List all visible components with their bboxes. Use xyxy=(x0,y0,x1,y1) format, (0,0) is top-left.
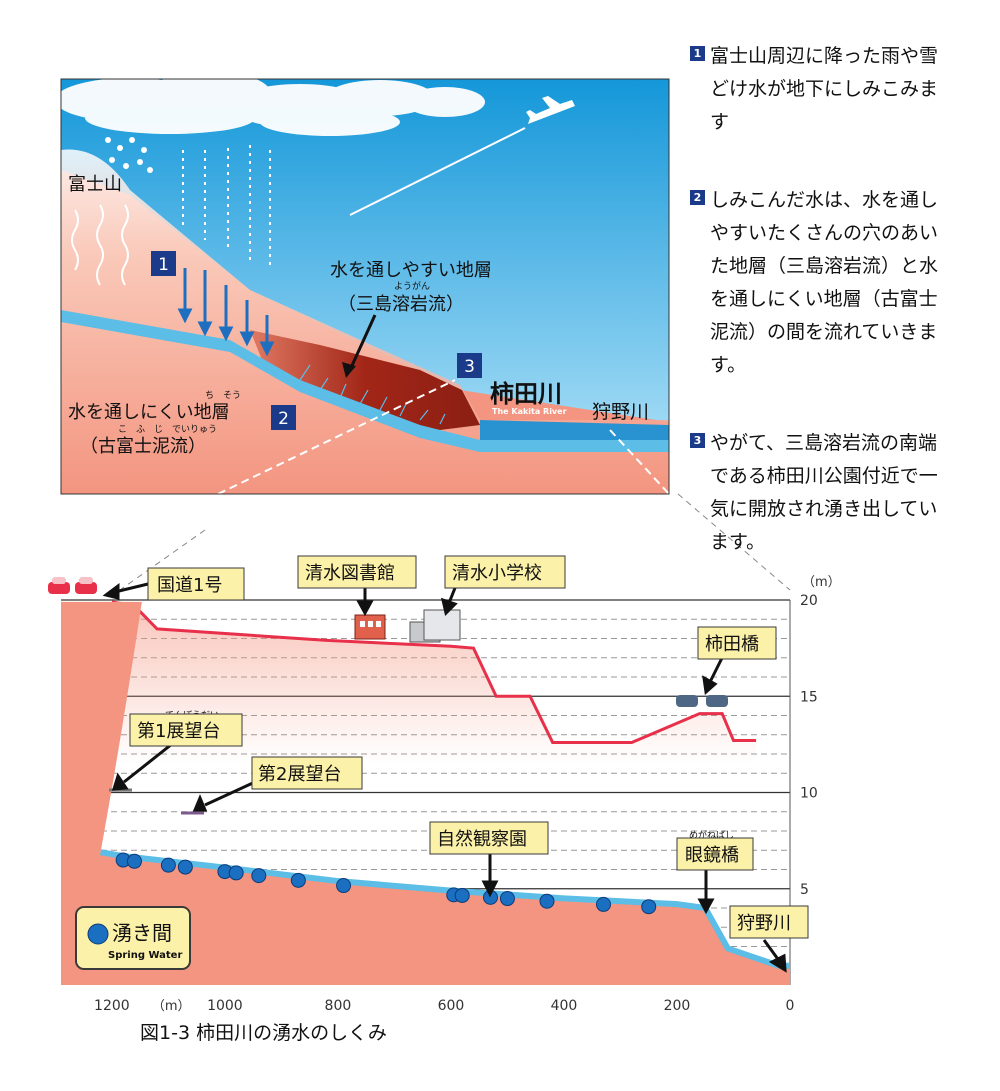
note-number: 3 xyxy=(690,433,705,448)
legend-jp: 湧き間 xyxy=(112,921,172,945)
y-tick-label: 20 xyxy=(800,593,818,609)
label-obs1: 第1展望台 xyxy=(137,721,220,742)
x-tick-label: 1000 xyxy=(207,998,243,1014)
note-number: 2 xyxy=(690,190,705,205)
spring-marker xyxy=(290,872,306,888)
label-library: 清水図書館 xyxy=(305,563,395,584)
note-1: 1 富士山周辺に降った雨や雪どけ水が地下にしみこみます xyxy=(690,40,980,139)
library-building-icon xyxy=(354,614,386,640)
ground-surface xyxy=(111,600,757,764)
note-3: 3 やがて、三島溶岩流の南端である柿田川公園付近で一気に開放され湧き出しています… xyxy=(690,427,980,559)
note-number: 1 xyxy=(690,46,705,61)
label-kano: 狩野川 xyxy=(737,913,791,934)
label-obs2: 第2展望台 xyxy=(258,764,341,785)
spring-marker xyxy=(539,893,555,909)
label-park: 自然観察園 xyxy=(437,829,527,850)
car-icons-route1 xyxy=(48,577,97,594)
x-tick-label: 600 xyxy=(438,998,465,1014)
car-icons-bridge xyxy=(676,695,728,707)
x-unit-label: （m） xyxy=(152,999,191,1014)
spring-marker xyxy=(499,891,515,907)
note-2: 2 しみこんだ水は、水を通しやすいたくさんの穴のあいた地層（三島溶岩流）と水を通… xyxy=(690,184,980,382)
x-tick-label: 0 xyxy=(786,998,795,1014)
spring-marker xyxy=(596,896,612,912)
surface-line xyxy=(111,600,757,744)
note-text: しみこんだ水は、水を通しやすいたくさんの穴のあいた地層（三島溶岩流）と水を通しに… xyxy=(710,189,939,376)
spring-marker xyxy=(126,853,142,869)
note-text: 富士山周辺に降った雨や雪どけ水が地下にしみこみます xyxy=(710,45,939,133)
spring-marker xyxy=(641,899,657,915)
x-tick-label: 800 xyxy=(325,998,352,1014)
label-bridge: 柿田橋 xyxy=(705,634,759,655)
note-text: やがて、三島溶岩流の南端である柿田川公園付近で一気に開放され湧き出しています。 xyxy=(710,432,938,553)
x-tick-label: 200 xyxy=(664,998,691,1014)
spring-marker xyxy=(160,857,176,873)
legend-en: Spring Water xyxy=(108,950,182,961)
y-tick-label: 10 xyxy=(800,786,818,802)
y-tick-label: 5 xyxy=(800,882,809,898)
label-school: 清水小学校 xyxy=(452,563,542,584)
spring-marker xyxy=(454,887,470,903)
x-tick-label: 1200 xyxy=(94,998,130,1014)
school-building-icon xyxy=(409,609,461,643)
callout-arrows xyxy=(102,582,787,973)
side-notes: 1 富士山周辺に降った雨や雪どけ水が地下にしみこみます 2 しみこんだ水は、水を… xyxy=(690,40,980,604)
spring-marker xyxy=(251,868,267,884)
label-megane: 眼鏡橋 xyxy=(685,845,739,866)
y-tick-label: 15 xyxy=(800,689,818,705)
spring-marker xyxy=(177,859,193,875)
callout-labels: 国道1号 清水図書館 清水小学校 柿田橋 てんぼうだい 第1展望台 第2展望台 … xyxy=(129,555,809,939)
spring-icon xyxy=(87,923,109,945)
axes: 20 15 10 5 （m） 1200 1000 800 600 400 200 0 （m） xyxy=(94,575,841,1014)
spring-marker xyxy=(228,865,244,881)
spring-markers xyxy=(115,852,657,915)
aquitard-fill xyxy=(61,601,790,985)
spring-marker xyxy=(336,878,352,894)
y-unit-label: （m） xyxy=(802,575,841,590)
surface-shading xyxy=(111,601,757,764)
x-tick-label: 400 xyxy=(551,998,578,1014)
label-route1: 国道1号 xyxy=(157,575,222,596)
figure-caption: 図1-3 柿田川の湧水のしくみ xyxy=(140,1022,387,1044)
spring-legend: 湧き間 Spring Water xyxy=(75,906,191,970)
